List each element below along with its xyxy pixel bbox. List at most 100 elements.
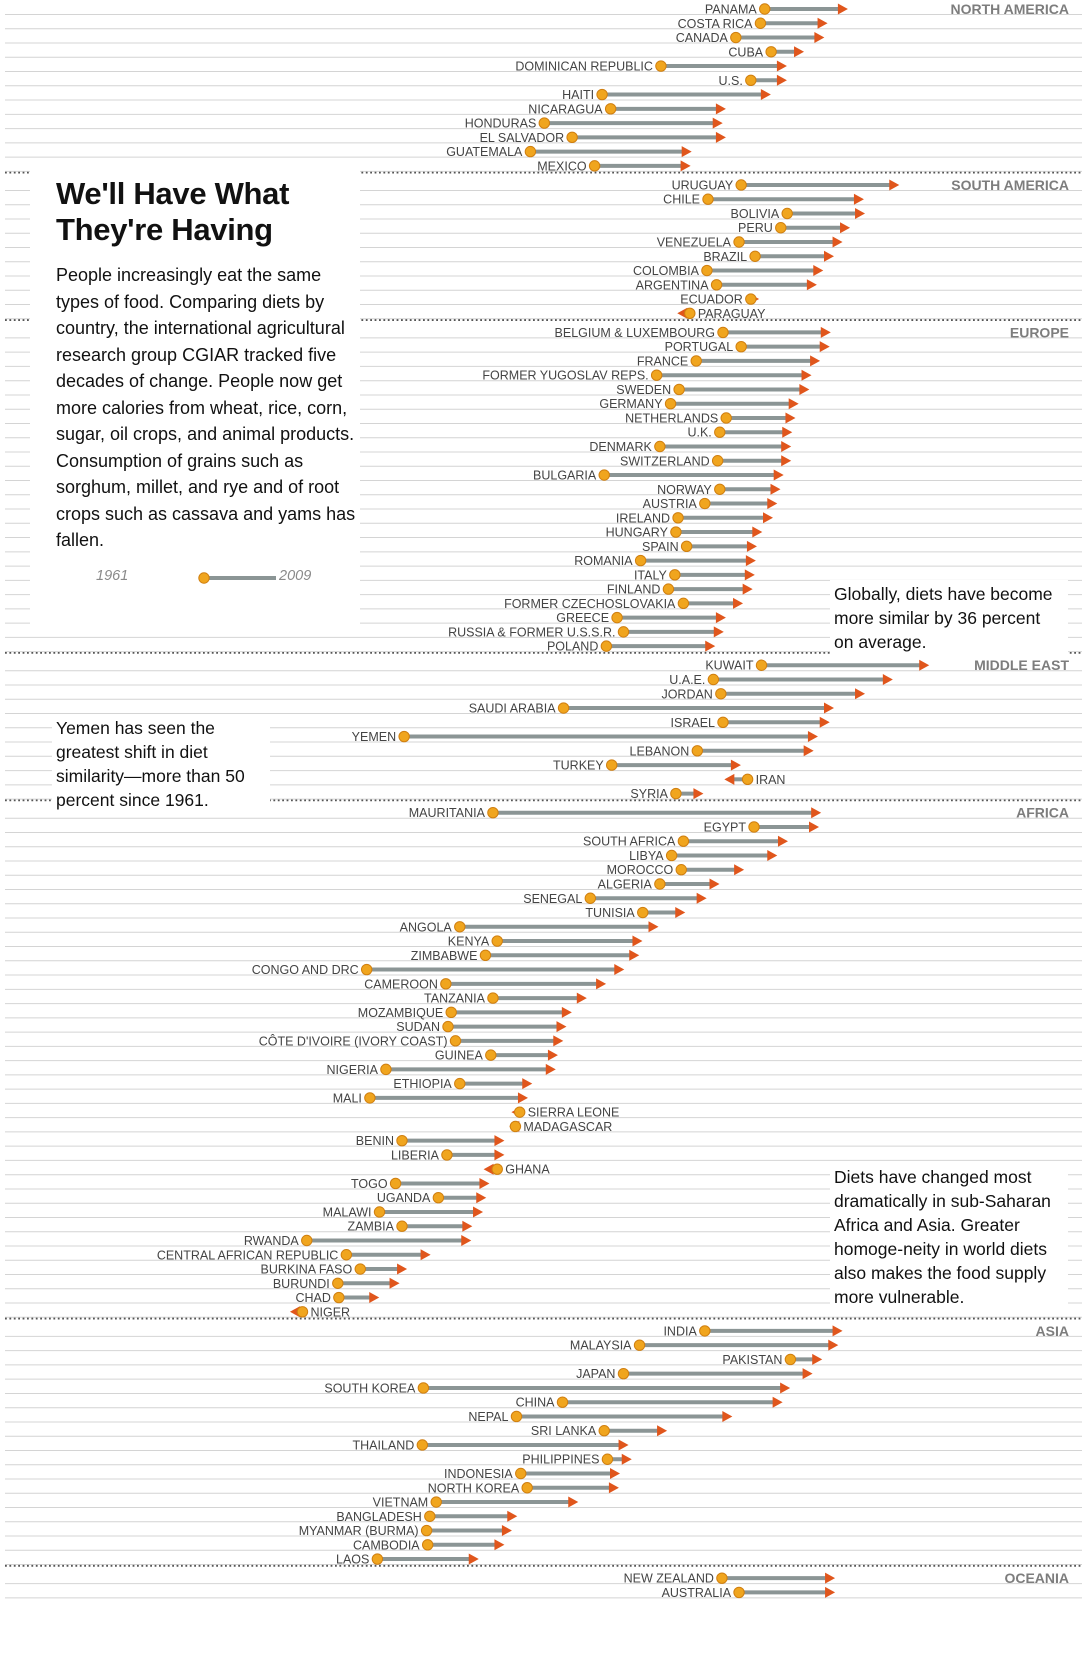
country-label: JAPAN [576,1367,615,1381]
start-1961-dot [515,1467,527,1480]
start-1961-dot [733,1586,745,1599]
country-label: ECUADOR [680,293,743,307]
end-2009-arrow [785,412,796,424]
end-2009-arrow [812,1353,823,1365]
country-label: NORWAY [657,483,712,497]
country-label: SPAIN [642,540,679,554]
start-1961-dot [710,279,723,291]
start-1961-dot [598,469,610,481]
start-1961-dot [538,117,550,129]
start-1961-dot [662,583,675,595]
start-1961-dot [398,730,410,743]
start-1961-dot [487,992,499,1004]
country-label: ANGOLA [400,920,453,934]
end-2009-arrow [832,1325,843,1337]
start-1961-dot [784,1353,797,1366]
start-1961-dot [702,193,714,205]
start-1961-dot [775,222,787,234]
country-label: PARAGUAY [698,307,766,321]
start-1961-dot [588,160,601,172]
country-label: EL SALVADOR [480,131,565,145]
end-2009-arrow [693,788,704,800]
country-label: BULGARIA [533,469,597,483]
country-label: CAMEROON [364,977,438,991]
start-1961-dot [699,1325,711,1337]
country-label: SENEGAL [523,892,582,906]
start-1961-dot [699,497,711,510]
country-label: NEW ZEALAND [624,1572,714,1586]
end-2009-arrow [825,1586,836,1598]
start-1961-dot [606,759,618,771]
intro-panel: We'll Have What They're Having People in… [30,170,360,630]
country-label: BOLIVIA [731,207,780,221]
end-2009-arrow [696,892,707,904]
country-label: CÔTE D'IVOIRE (IVORY COAST) [259,1033,448,1048]
country-label: AUSTRALIA [662,1586,732,1600]
country-label: IRAN [756,773,786,787]
start-1961-dot [655,60,667,72]
end-2009-arrow [788,398,799,410]
start-1961-dot [670,526,682,538]
start-1961-dot [654,878,666,890]
country-label: BURKINA FASO [261,1263,353,1277]
end-2009-arrow [494,1135,505,1147]
country-label: DOMINICAN REPUBLIC [515,60,653,74]
start-1961-dot [745,293,757,305]
country-label: MAURITANIA [409,806,486,820]
end-2009-arrow [680,160,691,172]
country-label: PAKISTAN [722,1353,782,1367]
country-label: LIBYA [629,849,664,863]
end-2009-arrow [468,1553,479,1565]
end-2009-arrow [809,821,820,833]
region-label-north-america: NORTH AMERICA [951,1,1069,17]
end-2009-arrow [781,455,792,467]
country-label: MOROCCO [607,863,674,877]
end-2009-arrow [397,1263,408,1275]
end-2009-arrow [819,716,830,728]
end-2009-arrow [817,17,828,29]
end-2009-arrow [803,745,814,757]
start-1961-dot [669,569,681,581]
start-1961-dot [487,806,499,819]
country-label: NEPAL [468,1410,508,1424]
end-2009-arrow [744,569,755,581]
end-2009-arrow [882,674,893,686]
start-1961-dot [684,307,696,320]
start-1961-dot [717,326,729,339]
africa-note: Diets have changed most dramatically in … [830,1163,1068,1311]
country-label: DENMARK [589,440,652,454]
start-1961-dot [716,1572,728,1584]
start-1961-dot [665,849,678,862]
start-1961-dot [691,745,704,757]
country-label: HONDURAS [465,117,537,131]
country-label: SYRIA [630,787,668,801]
country-label: BANGLADESH [336,1510,421,1524]
end-2009-arrow [742,583,753,595]
start-1961-dot [371,1553,384,1565]
end-2009-arrow [813,265,824,277]
end-2009-arrow [675,907,686,919]
end-2009-arrow [568,1496,579,1508]
start-1961-dot [733,236,745,248]
end-2009-arrow [479,1177,490,1189]
start-1961-dot [432,1192,445,1204]
start-1961-dot [510,1410,523,1423]
end-2009-arrow [832,236,843,248]
region-label-south-america: SOUTH AMERICA [951,177,1069,193]
end-2009-arrow [746,540,757,552]
start-1961-dot [765,46,777,58]
start-1961-dot [755,659,768,671]
start-1961-dot [781,207,793,220]
country-label: CHILE [663,193,700,207]
start-1961-dot [654,440,666,453]
country-label: POLAND [547,640,598,654]
country-label: FORMER CZECHOSLOVAKIA [504,597,676,611]
end-2009-arrow [811,807,822,819]
yemen-note: Yemen has seen the greatest shift in die… [52,716,270,812]
end-2009-arrow [799,383,810,395]
end-2009-arrow [733,597,744,609]
start-1961-dot [416,1439,429,1451]
end-2009-arrow [648,921,659,933]
country-label: CHAD [295,1291,330,1305]
country-label: RWANDA [244,1234,300,1248]
